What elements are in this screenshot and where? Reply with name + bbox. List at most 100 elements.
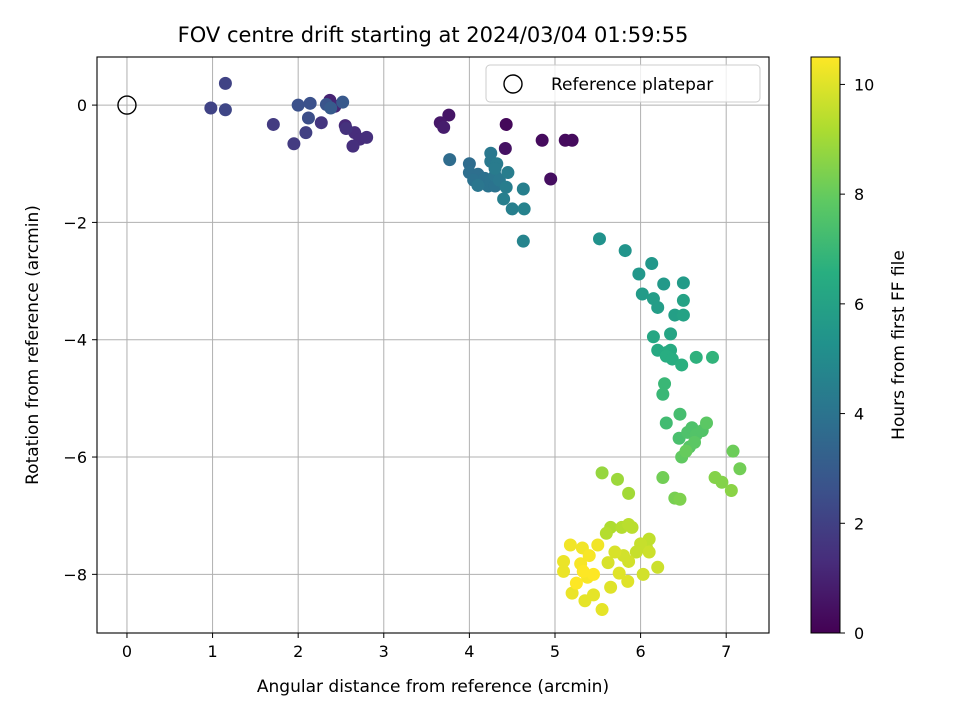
colorbar-tick-label: 10 [854,75,874,94]
data-point-90 [733,462,747,476]
data-point-89 [726,444,740,458]
data-point-22 [204,101,218,115]
data-point-16 [339,122,353,136]
data-point-93 [673,492,687,506]
data-point-50 [516,182,530,196]
data-point-74 [706,350,720,364]
x-tick-label: 6 [635,642,645,661]
data-point-91 [656,471,670,485]
x-tick-label: 3 [379,642,389,661]
colorbar [810,56,841,634]
chart-title: FOV centre drift starting at 2024/03/04 … [178,23,689,47]
colorbar-tick-label: 2 [854,514,864,533]
data-point-64 [676,293,690,307]
x-tick-label: 7 [721,642,731,661]
data-point-61 [651,300,665,314]
data-point-73 [689,350,703,364]
data-point-109 [642,545,656,559]
data-point-26 [303,96,317,110]
data-point-86 [700,416,714,430]
data-point-66 [646,330,660,344]
data-point-95 [715,475,729,489]
data-point-3 [565,133,579,147]
data-point-55 [645,256,659,270]
reference-marker [117,95,137,115]
data-point-121 [578,594,592,608]
data-point-125 [563,538,577,552]
data-point-85 [688,435,702,449]
data-point-72 [675,358,689,372]
data-point-124 [557,554,571,568]
data-point-115 [601,556,615,570]
data-point-104 [625,520,639,534]
data-point-45 [488,161,502,175]
x-tick-label: 1 [207,642,217,661]
data-point-119 [595,603,609,617]
data-point-53 [593,232,607,246]
legend: Reference platepar [485,64,761,103]
data-point-6 [442,108,456,122]
y-tick-label: −2 [63,213,87,232]
data-point-4 [544,172,558,186]
data-point-110 [651,560,665,574]
data-point-118 [604,580,618,594]
y-tick-label: −8 [63,565,87,584]
legend-box [485,64,761,103]
data-point-98 [610,472,624,486]
data-point-132 [587,567,601,581]
data-point-25 [291,98,305,112]
data-point-18 [266,117,280,131]
colorbar-tick-label: 0 [854,624,864,643]
colorbar-tick-label: 4 [854,405,864,424]
data-point-8 [437,120,451,134]
data-point-20 [299,126,313,140]
data-point-48 [497,192,511,206]
data-point-51 [517,202,531,216]
y-axis-label: Rotation from reference (arcmin) [23,205,43,485]
data-point-58 [676,276,690,290]
data-point-30 [443,153,457,167]
data-point-29 [324,101,338,115]
data-point-63 [676,308,690,322]
data-point-5 [498,142,512,156]
x-axis-label: Angular distance from reference (arcmin) [257,677,609,697]
data-point-15 [346,139,360,153]
data-point-47 [499,180,513,194]
colorbar-ticks: 0 2 4 6 8 10 [840,75,874,643]
data-point-128 [582,549,596,563]
data-point-23 [218,103,232,117]
data-point-0 [499,117,513,131]
x-tick-label: 5 [550,642,560,661]
data-point-96 [724,483,738,497]
data-point-57 [657,277,671,291]
data-point-133 [576,564,590,578]
data-point-52 [516,234,530,248]
data-point-131 [569,576,583,590]
data-point-78 [673,407,687,421]
data-point-77 [659,416,673,430]
y-tick-label: −4 [63,331,87,350]
y-axis-ticks: 0 −2 −4 −6 −8 [63,96,97,584]
data-point-117 [621,574,635,588]
data-point-19 [287,137,301,151]
data-point-123 [557,564,571,578]
x-tick-label: 4 [464,642,474,661]
y-tick-label: −6 [63,448,87,467]
data-point-54 [618,244,632,258]
data-point-14 [360,130,374,144]
x-tick-label: 2 [293,642,303,661]
data-point-75 [658,377,672,391]
data-point-111 [636,567,650,581]
x-tick-label: 0 [122,642,132,661]
data-point-99 [622,486,636,500]
colorbar-label: Hours from first FF file [889,250,909,440]
legend-marker [503,74,523,94]
y-tick-label: 0 [77,96,87,115]
reference-point [117,95,137,115]
data-point-17 [314,116,328,130]
data-points [204,76,747,617]
data-point-114 [608,545,622,559]
data-point-59 [635,287,649,301]
